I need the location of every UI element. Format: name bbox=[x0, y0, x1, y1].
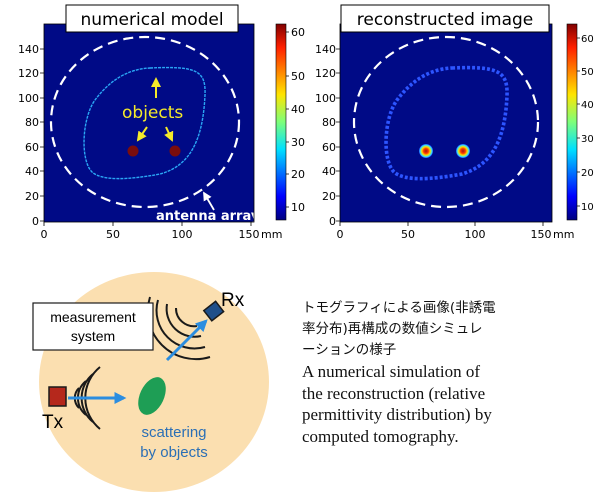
objects-label: objects bbox=[122, 103, 183, 123]
caption-en-line: computed tomography. bbox=[302, 426, 459, 446]
plot-area bbox=[340, 24, 552, 222]
caption-en-line: the reconstruction (relative bbox=[302, 383, 486, 403]
y-tick-label: 60 bbox=[322, 141, 336, 154]
rx-antenna bbox=[202, 300, 225, 322]
x-tick-label: 50 bbox=[401, 228, 415, 241]
scattering-line2: by objects bbox=[140, 444, 208, 461]
colorbar-tick-label: 10 bbox=[291, 201, 305, 214]
colorbar-tick-label: 20 bbox=[581, 168, 594, 179]
arrow-right bbox=[164, 126, 174, 142]
x-tick-label: 100 bbox=[465, 228, 486, 241]
measurement-system-line1: measurement bbox=[50, 309, 136, 325]
colorbar-tick-label: 40 bbox=[581, 100, 594, 111]
object-right bbox=[169, 145, 181, 157]
colorbar-tick-label: 50 bbox=[581, 67, 594, 78]
panel-title-box bbox=[340, 4, 550, 33]
x-axis-ticks: 0 50 100 150 mm bbox=[41, 222, 282, 241]
y-tick-label: 40 bbox=[322, 165, 336, 178]
scattering-line1: scattering bbox=[141, 424, 206, 441]
colorbar-tick-marks bbox=[286, 31, 289, 208]
y-tick-label: 140 bbox=[18, 43, 39, 56]
boundary-contour bbox=[83, 66, 206, 180]
x-tick-marks bbox=[339, 222, 544, 226]
x-tick-label: 0 bbox=[337, 228, 344, 241]
x-tick-marks bbox=[43, 222, 252, 226]
colorbar-tick-label: 10 bbox=[581, 202, 594, 213]
colorbar-tick-label: 40 bbox=[291, 103, 305, 116]
arrow-antenna bbox=[203, 191, 215, 211]
y-tick-label: 60 bbox=[25, 141, 39, 154]
colorbar-tick-label: 30 bbox=[581, 134, 594, 145]
y-axis-ticks: 0 20 40 60 80 100 120 140 bbox=[315, 43, 340, 228]
measurement-system-box bbox=[32, 302, 154, 351]
y-tick-label: 100 bbox=[315, 92, 336, 105]
colorbar-tick-marks bbox=[577, 37, 580, 207]
rx-beam-arrow bbox=[165, 319, 208, 362]
y-tick-label: 0 bbox=[32, 215, 39, 228]
y-tick-label: 20 bbox=[25, 190, 39, 203]
y-axis-ticks: 0 20 40 60 80 100 120 140 bbox=[18, 43, 44, 228]
panel-reconstructed-image: reconstructed image 0 20 40 60 80 100 12… bbox=[315, 4, 594, 241]
x-tick-label: 0 bbox=[41, 228, 48, 241]
y-tick-marks bbox=[336, 48, 340, 222]
caption-jp-line: 率分布)再構成の数値シミュレ bbox=[302, 321, 483, 337]
measurement-diagram: Tx Rx measurement system scattering by o… bbox=[32, 272, 269, 492]
y-tick-marks bbox=[40, 48, 44, 222]
y-tick-label: 100 bbox=[18, 92, 39, 105]
x-tick-label: 50 bbox=[106, 228, 120, 241]
caption-en-line: permittivity distribution) by bbox=[302, 405, 492, 424]
y-tick-label: 80 bbox=[322, 116, 336, 129]
antenna-array-circle bbox=[352, 35, 540, 209]
y-tick-label: 40 bbox=[25, 165, 39, 178]
y-tick-label: 0 bbox=[329, 215, 336, 228]
y-tick-label: 120 bbox=[18, 67, 39, 80]
y-tick-label: 20 bbox=[322, 190, 336, 203]
colorbar-gradient bbox=[566, 23, 578, 221]
x-unit-label: mm bbox=[553, 228, 574, 241]
object-left bbox=[127, 145, 139, 157]
y-tick-label: 120 bbox=[315, 67, 336, 80]
colorbar-tick-label: 20 bbox=[291, 168, 305, 181]
caption: トモグラフィによる画像(非誘電 率分布)再構成の数値シミュレ ーションの様子 A… bbox=[302, 298, 602, 447]
antenna-array-circle bbox=[49, 35, 241, 209]
x-axis-ticks: 0 50 100 150 mm bbox=[337, 222, 574, 241]
reconstructed-object-left bbox=[419, 144, 433, 158]
rx-label: Rx bbox=[221, 290, 245, 311]
x-tick-label: 100 bbox=[172, 228, 193, 241]
colorbar-tick-label: 30 bbox=[291, 136, 305, 149]
scattering-object bbox=[138, 377, 166, 415]
caption-jp-line: ーションの様子 bbox=[302, 342, 397, 358]
arrow-left bbox=[136, 126, 148, 142]
y-tick-label: 140 bbox=[315, 43, 336, 56]
panel-numerical-model: objects antenna array numerical model 0 … bbox=[18, 4, 305, 241]
caption-en-line: A numerical simulation of bbox=[302, 362, 480, 381]
panel-title: numerical model bbox=[80, 10, 223, 30]
panel-title: reconstructed image bbox=[357, 10, 534, 30]
plot-area bbox=[44, 24, 254, 222]
colorbar: 10 20 30 40 50 60 bbox=[275, 23, 305, 221]
x-unit-label: mm bbox=[261, 228, 282, 241]
tx-label: Tx bbox=[42, 412, 64, 433]
y-tick-label: 80 bbox=[25, 116, 39, 129]
measurement-system-line2: system bbox=[71, 328, 115, 344]
antenna-array-label: antenna array bbox=[156, 209, 260, 224]
tx-antenna bbox=[48, 386, 67, 407]
colorbar-tick-label: 60 bbox=[581, 34, 594, 45]
colorbar-tick-label: 50 bbox=[291, 70, 305, 83]
colorbar: 10 20 30 40 50 60 bbox=[566, 23, 594, 221]
colorbar-gradient bbox=[275, 23, 287, 221]
reconstructed-contour bbox=[384, 65, 509, 181]
caption-jp-line: トモグラフィによる画像(非誘電 bbox=[302, 300, 496, 316]
reconstructed-object-right bbox=[456, 144, 470, 158]
panel-title-box bbox=[65, 4, 239, 33]
x-tick-label: 150 bbox=[531, 228, 552, 241]
x-tick-label: 150 bbox=[239, 228, 260, 241]
colorbar-tick-label: 60 bbox=[291, 26, 305, 39]
